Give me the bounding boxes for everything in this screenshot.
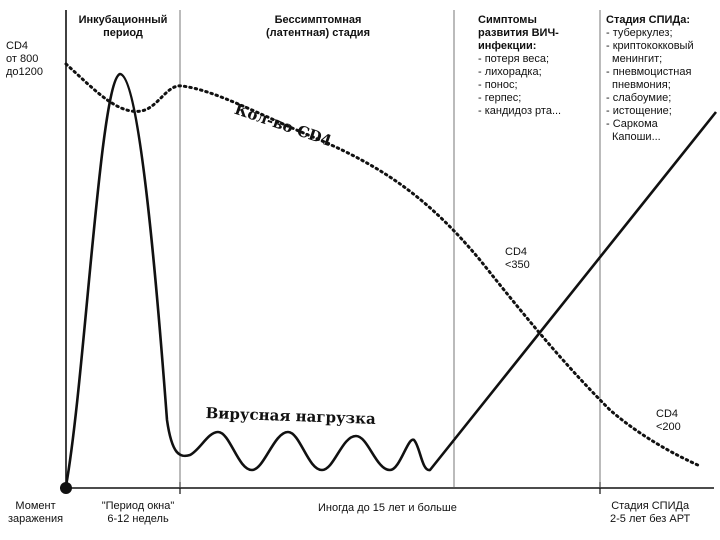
header-line: развития ВИЧ- <box>478 27 559 39</box>
list-item: Капоши... <box>612 131 661 143</box>
list-item: пневмония; <box>612 79 671 91</box>
label-line: CD4 <box>656 408 679 420</box>
symptom-list: - потеря веса; - лихорадка; - понос; - г… <box>478 53 561 118</box>
label-line: <200 <box>656 421 681 433</box>
list-item: - туберкулез; <box>606 27 673 39</box>
stage-header-latent: Бессимптомная (латентная) стадия <box>190 14 446 40</box>
label-line: 6-12 недель <box>107 513 169 525</box>
label-line: заражения <box>8 513 64 525</box>
label-line: от 800 <box>6 53 39 65</box>
label-line: 2-5 лет без АРТ <box>610 513 691 525</box>
stage-header-aids: Стадия СПИДа: - туберкулез; - криптококк… <box>606 14 694 144</box>
cd4-start-label: CD4 от 800 до1200 <box>6 40 43 79</box>
cd4-350-label: CD4 <350 <box>505 246 530 272</box>
list-item: - герпес; <box>478 92 522 104</box>
stage-header-symptoms: Симптомы развития ВИЧ- инфекции: - потер… <box>478 14 561 118</box>
infection-point <box>60 482 72 494</box>
list-item: менингит; <box>612 53 663 65</box>
label-line: Стадия СПИДа <box>611 500 690 512</box>
header-line: Стадия СПИДа: <box>606 14 691 26</box>
latent-duration-label: Иногда до 15 лет и больше <box>318 502 457 514</box>
header-line: инфекции: <box>478 40 537 52</box>
list-item: - слабоумие; <box>606 92 672 104</box>
window-period-label: "Период окна" 6-12 недель <box>88 500 188 526</box>
list-item: - пневмоцистная <box>606 66 692 78</box>
infection-moment-label: Момент заражения <box>8 500 63 526</box>
header-line: Бессимптомная <box>274 14 362 26</box>
label-line: "Период окна" <box>101 500 175 512</box>
cd4-200-label: CD4 <200 <box>656 408 681 434</box>
label-line: до1200 <box>6 66 44 78</box>
viral-load-curve <box>64 72 718 487</box>
list-item: - криптококковый <box>606 40 694 52</box>
stage-header-incubation: Инкубационный период <box>68 14 178 40</box>
list-item: - понос; <box>478 79 518 91</box>
cd4-curve <box>64 62 702 468</box>
list-item: - истощение; <box>606 105 672 117</box>
label-line: CD4 <box>6 40 29 52</box>
list-item: - лихорадка; <box>478 66 542 78</box>
aids-disease-list: - туберкулез; - криптококковый менингит;… <box>606 27 694 144</box>
list-item: - Саркома <box>606 118 658 130</box>
label-line: <350 <box>505 259 530 271</box>
header-line: (латентная) стадия <box>266 27 370 39</box>
label-line: CD4 <box>505 246 528 258</box>
aids-duration-label: Стадия СПИДа 2-5 лет без АРТ <box>610 500 690 526</box>
list-item: - кандидоз рта... <box>478 105 562 117</box>
list-item: - потеря веса; <box>478 53 550 65</box>
header-line: Симптомы <box>478 14 537 26</box>
label-line: Момент <box>15 500 56 512</box>
header-line: Инкубационный <box>78 14 168 26</box>
header-line: период <box>103 27 143 39</box>
